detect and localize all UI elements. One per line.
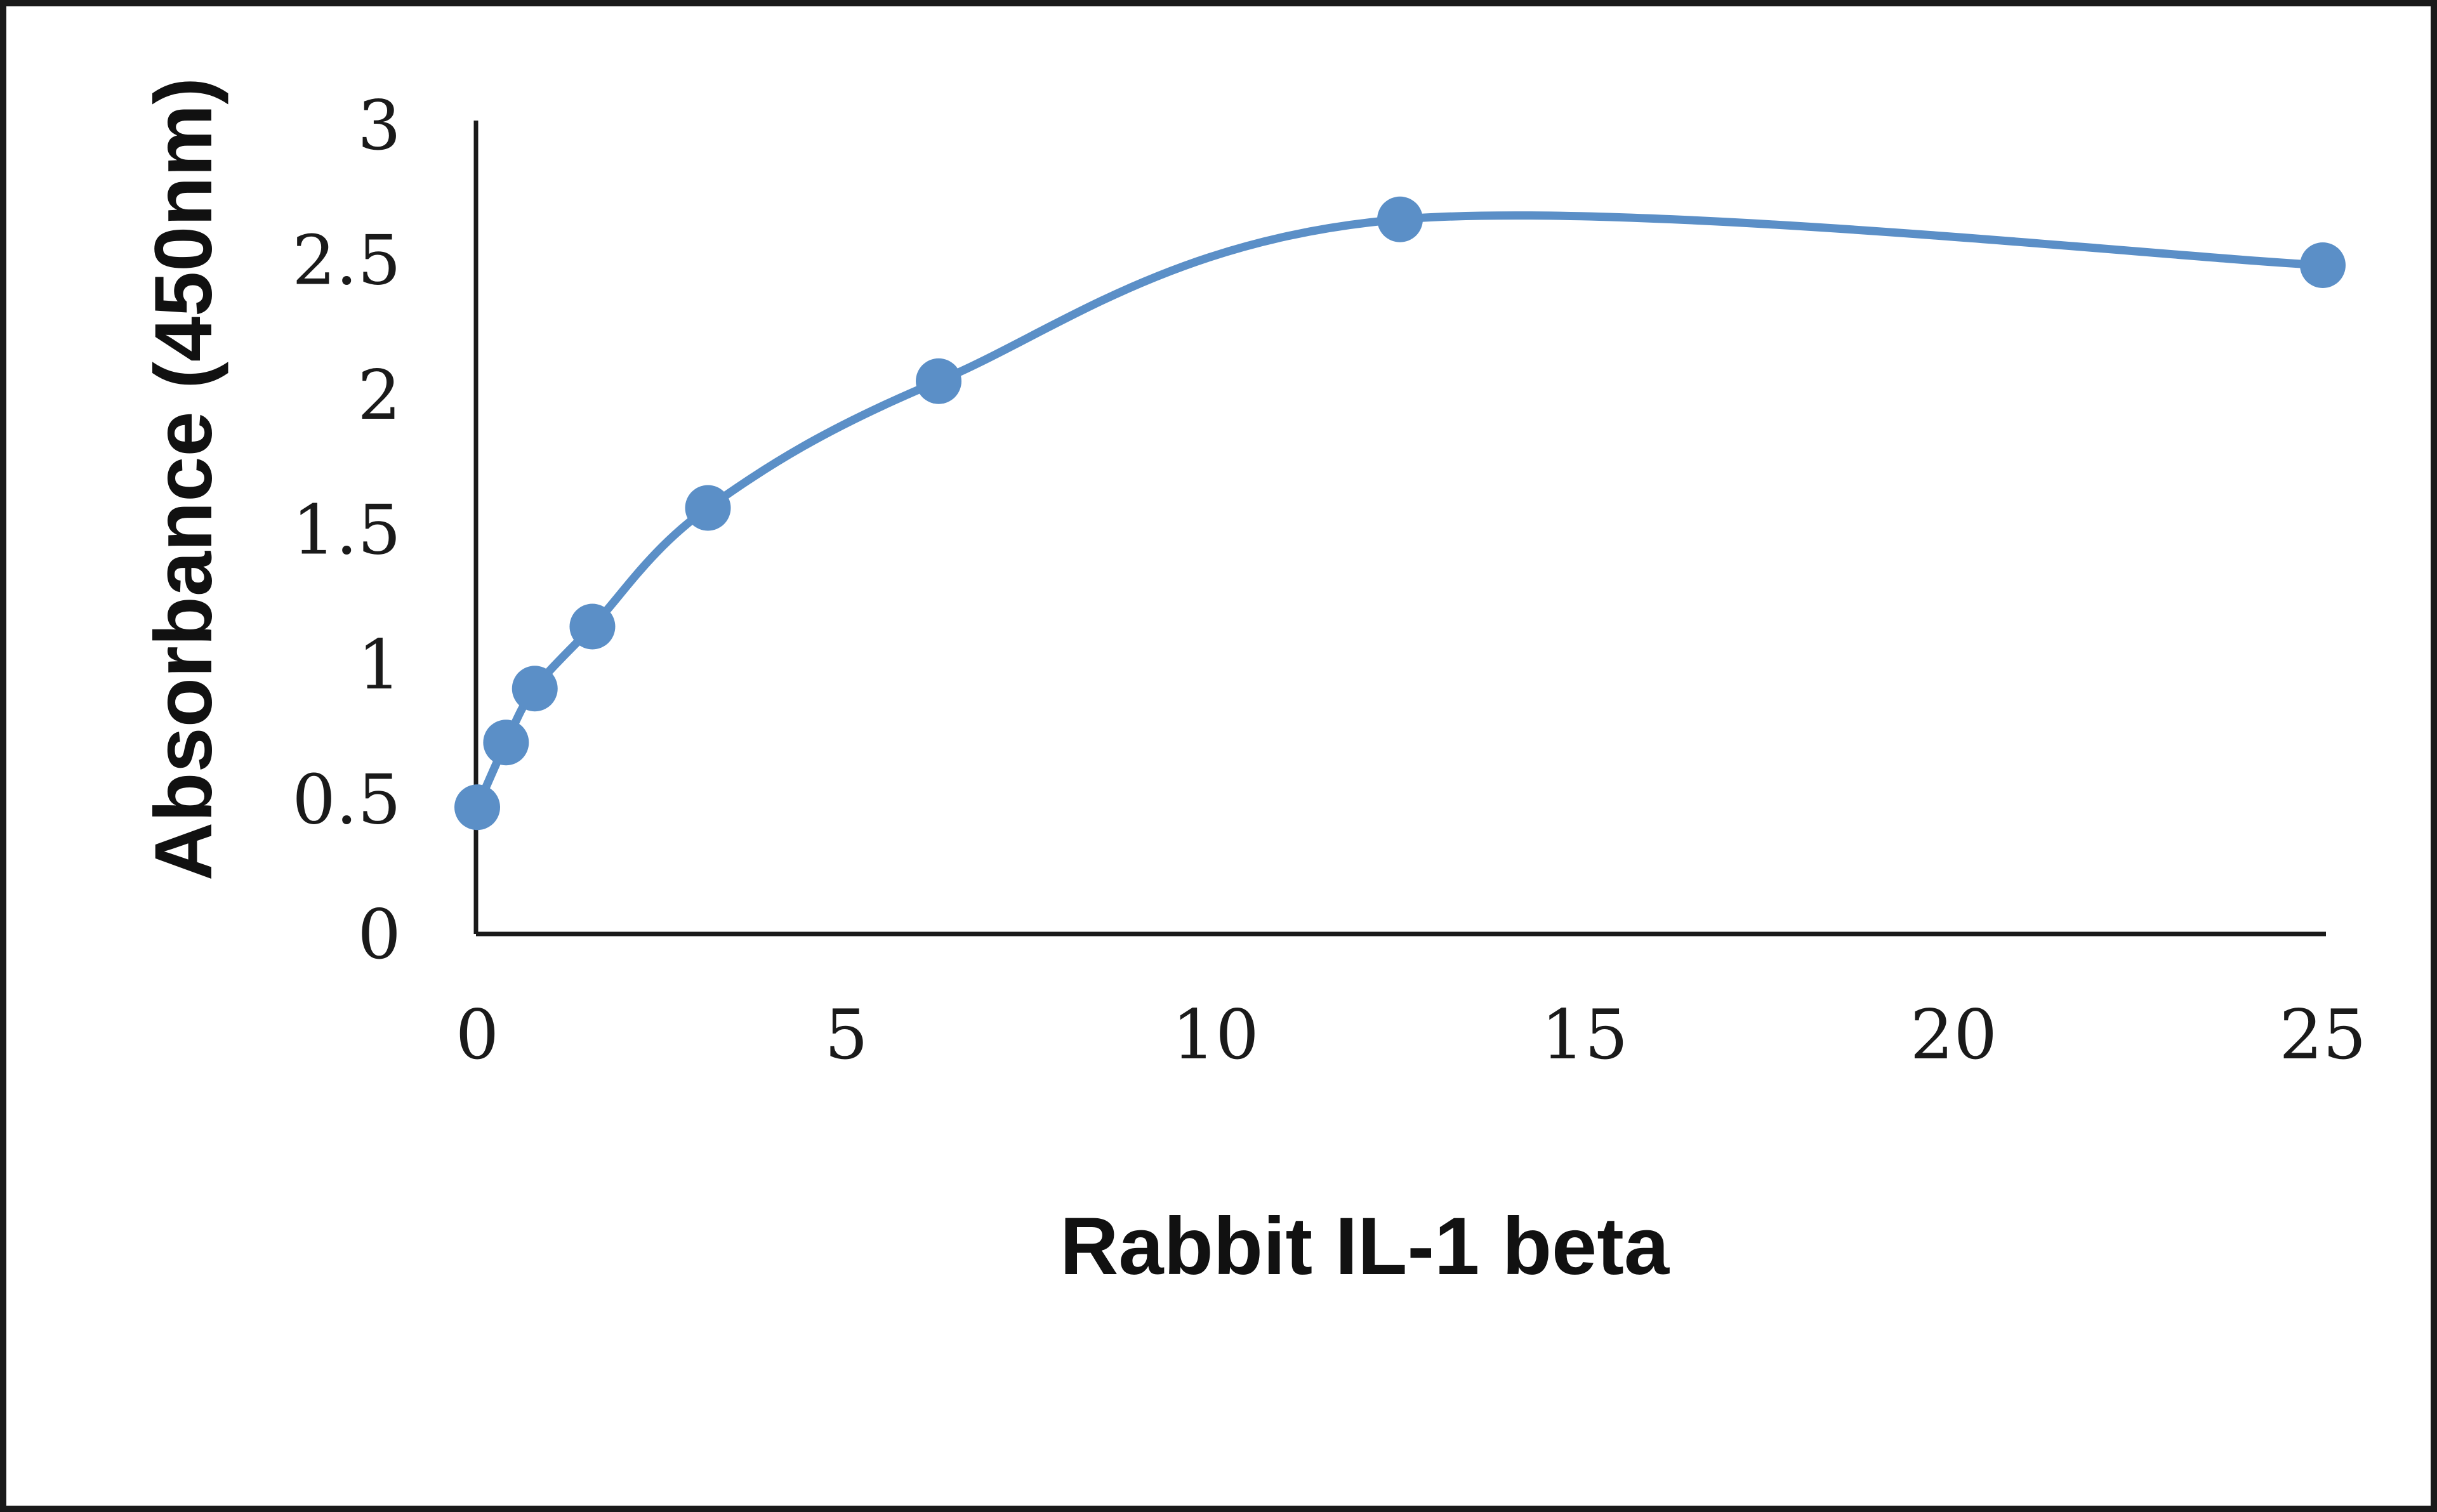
x-tick-label: 20	[1910, 996, 1997, 1075]
y-tick-label: 1	[357, 626, 401, 705]
data-point	[2300, 242, 2346, 288]
x-tick-label: 10	[1172, 996, 1258, 1075]
data-point	[569, 603, 616, 650]
y-tick-label: 2	[357, 356, 401, 435]
data-point	[483, 720, 529, 766]
x-tick-label: 25	[2279, 996, 2366, 1075]
data-point	[916, 358, 961, 404]
series-layer	[454, 196, 2346, 831]
y-tick-label: 1.5	[292, 491, 401, 570]
data-point	[454, 784, 500, 831]
series-line	[473, 211, 2327, 812]
x-axis-title: Rabbit IL-1 beta	[1060, 1201, 1670, 1292]
x-tick-labels: 0 5 10 15 20 25	[456, 996, 2367, 1075]
y-tick-label: 3	[357, 86, 401, 166]
data-point	[685, 485, 731, 531]
x-tick-label: 5	[824, 996, 868, 1075]
x-tick-label: 15	[1541, 996, 1628, 1075]
data-point	[1377, 196, 1423, 242]
x-tick-label: 0	[456, 996, 499, 1075]
data-point	[512, 666, 558, 712]
y-axis-title: Absorbance (450nm)	[138, 77, 229, 881]
y-tick-label: 2.5	[292, 221, 401, 301]
y-tick-label: 0.5	[292, 761, 401, 840]
y-tick-label: 0	[357, 895, 401, 975]
y-tick-labels: 0 0.5 1 1.5 2 2.5 3	[292, 86, 401, 975]
